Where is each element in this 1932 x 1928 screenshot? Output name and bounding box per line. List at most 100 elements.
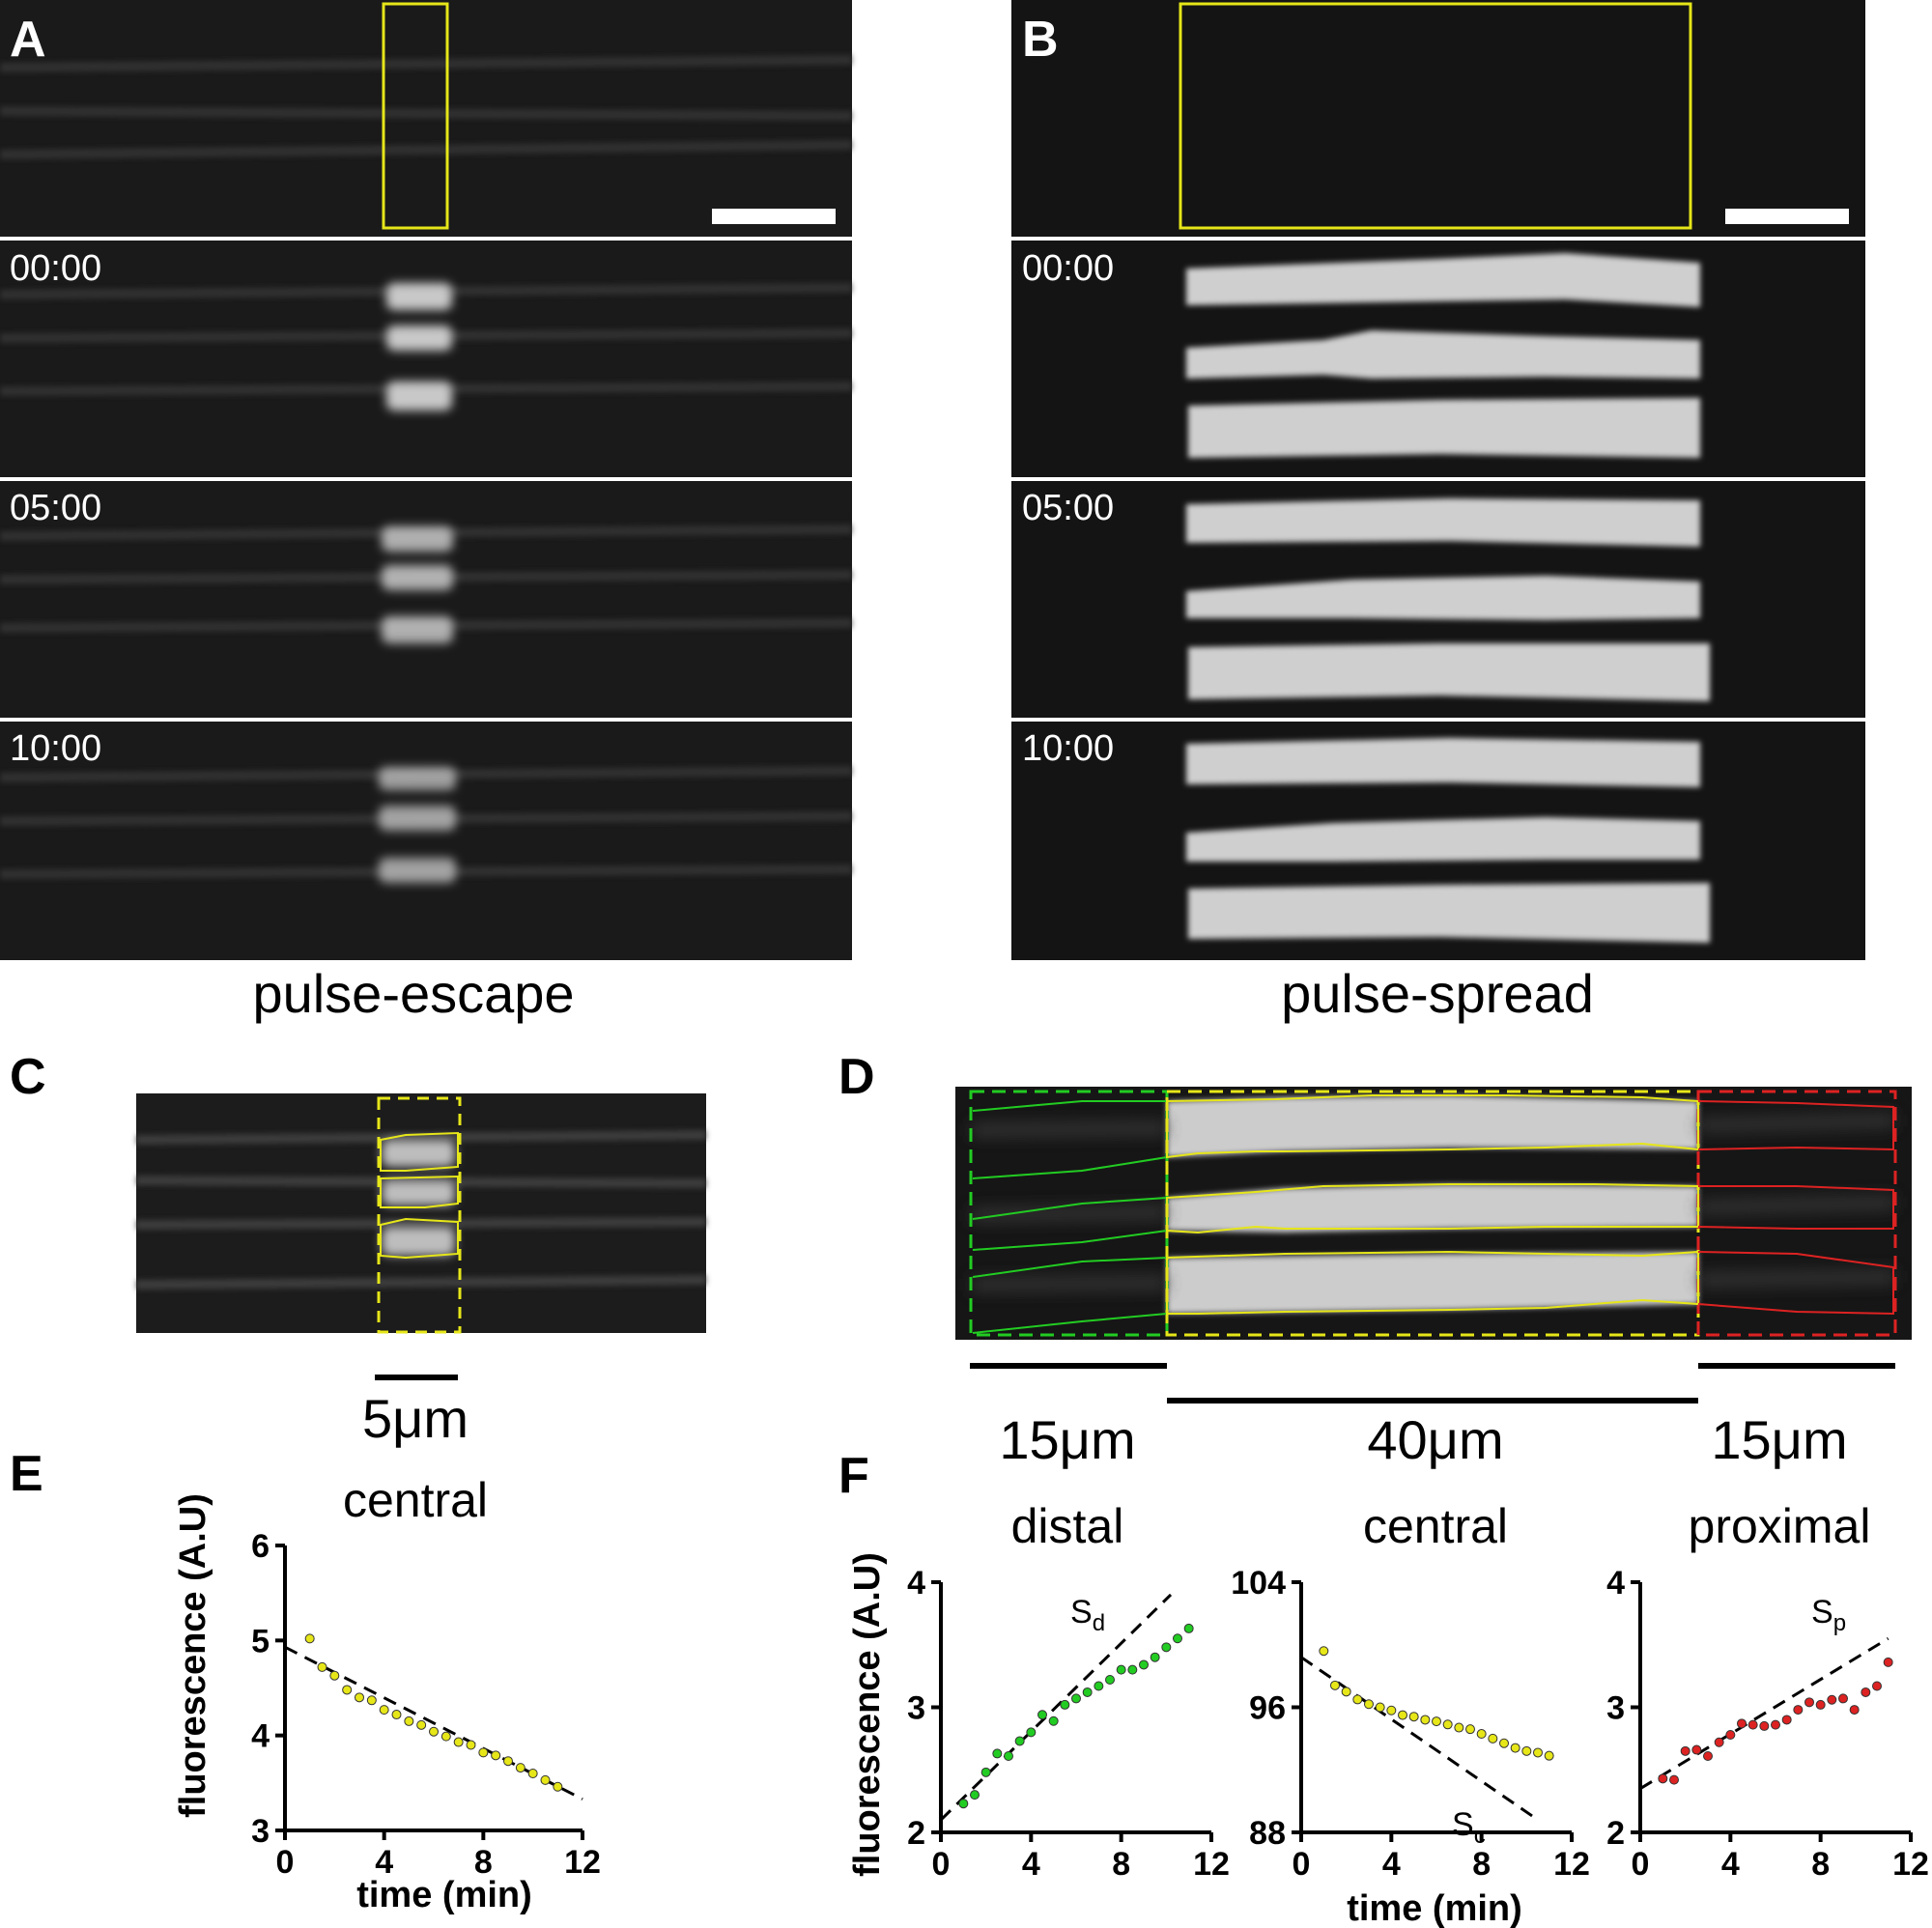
data-point <box>992 1748 1003 1759</box>
x-tick-label: 12 <box>564 1844 601 1881</box>
panel-e-label: E <box>10 1446 43 1502</box>
y-tick-label: 4 <box>251 1718 270 1755</box>
panel-a-frame-3 <box>0 722 852 960</box>
data-point <box>1521 1745 1532 1756</box>
panel-a-roi-box <box>382 2 449 230</box>
data-point <box>980 1767 991 1777</box>
x-tick-label: 8 <box>1112 1846 1130 1883</box>
data-point <box>1771 1719 1780 1730</box>
panel-b-timestamp-2: 10:00 <box>1022 728 1114 769</box>
panel-d-central-outlines <box>1166 1094 1699 1315</box>
data-point <box>1048 1715 1059 1726</box>
panel-c-bright-bands <box>382 1140 455 1256</box>
x-tick-label: 8 <box>1472 1846 1491 1883</box>
data-point <box>1161 1642 1172 1653</box>
data-point <box>1060 1699 1070 1710</box>
y-tick-label: 4 <box>1606 1565 1625 1602</box>
chart-f-proximal: 0 4 8 12 2 3 4 <box>1606 1565 1929 1883</box>
data-point <box>1510 1743 1520 1753</box>
panel-a-timestamp-1: 05:00 <box>10 488 101 528</box>
annotation-sp: Sp <box>1811 1594 1846 1636</box>
data-point <box>304 1633 315 1644</box>
data-point <box>342 1685 353 1695</box>
data-point <box>440 1731 451 1742</box>
x-tick-label: 4 <box>1022 1846 1040 1883</box>
chart-f-central: 0 4 8 12 88 96 104 <box>1231 1565 1590 1883</box>
panel-c-roi-outlines <box>380 1131 459 1260</box>
x-tick-label: 4 <box>1382 1846 1401 1883</box>
panel-f-ylabel: fluorescence (A.U) <box>847 1552 888 1877</box>
panel-a-caption: pulse-escape <box>252 963 574 1024</box>
data-point <box>958 1799 969 1809</box>
x-tick-label: 12 <box>1193 1846 1230 1883</box>
data-point <box>355 1692 364 1703</box>
data-point <box>416 1719 427 1730</box>
panel-d: D 15μm 40 <box>838 1049 1912 1470</box>
panel-e-title: central <box>343 1473 488 1527</box>
chart-f-distal: 0 4 8 12 2 3 4 <box>907 1565 1230 1883</box>
fit-line <box>284 1645 583 1800</box>
data-point <box>1352 1694 1363 1705</box>
data-point <box>1014 1736 1025 1746</box>
data-point <box>1499 1738 1509 1748</box>
data-point <box>553 1781 563 1792</box>
data-point <box>478 1747 489 1758</box>
data-point <box>1725 1729 1736 1740</box>
panel-d-bright-bands <box>1167 1095 1698 1314</box>
x-tick-label: 0 <box>1293 1846 1311 1883</box>
data-point <box>1680 1745 1690 1756</box>
chart-e-central: 0 4 8 12 3 4 5 6 <box>251 1528 601 1881</box>
panel-d-proximal-roi <box>1696 1090 1897 1337</box>
x-tick-label: 8 <box>1811 1846 1830 1883</box>
panel-c: C 5μm <box>10 1049 707 1449</box>
panel-f-central-xlabel: time (min) <box>1347 1888 1522 1928</box>
panel-d-distal-length: 15μm <box>999 1409 1135 1470</box>
y-tick-label: 96 <box>1249 1690 1286 1727</box>
panel-f-central-title: central <box>1363 1499 1508 1553</box>
data-point <box>503 1756 513 1767</box>
data-point <box>466 1740 476 1750</box>
data-point <box>1341 1687 1351 1697</box>
panel-e-xlabel: time (min) <box>356 1875 532 1915</box>
data-point <box>1116 1664 1126 1675</box>
data-point <box>1173 1633 1182 1644</box>
panel-d-proximal-scale <box>1698 1363 1895 1369</box>
panel-b-timestamp-0: 00:00 <box>1022 248 1114 289</box>
x-tick-label: 0 <box>1632 1846 1650 1883</box>
data-point <box>1454 1722 1464 1733</box>
data-point <box>1793 1705 1804 1715</box>
panel-a-scale-bar <box>712 209 836 224</box>
panel-d-label: D <box>838 1049 875 1105</box>
data-point <box>1883 1657 1893 1667</box>
data-point <box>1139 1659 1149 1670</box>
y-tick-label: 4 <box>907 1565 925 1602</box>
data-point <box>1183 1623 1194 1633</box>
data-point <box>1838 1693 1848 1704</box>
data-point <box>515 1763 526 1773</box>
data-point <box>429 1726 439 1737</box>
data-point <box>366 1695 377 1706</box>
panel-e-ylabel: fluorescence (A.U) <box>173 1493 213 1818</box>
panel-b-timestamp-1: 05:00 <box>1022 488 1114 528</box>
data-point <box>1488 1733 1498 1744</box>
panel-c-scale-label: 5μm <box>362 1388 469 1449</box>
data-point <box>1364 1699 1374 1710</box>
panel-d-faint-strands <box>970 1114 1896 1291</box>
x-tick-label: 0 <box>932 1846 951 1883</box>
panel-d-distal-roi <box>969 1090 1169 1337</box>
data-point <box>404 1715 414 1726</box>
y-tick-label: 3 <box>251 1813 270 1850</box>
data-point <box>1669 1774 1679 1785</box>
panel-a-frame-1 <box>0 241 852 477</box>
data-point <box>1465 1724 1475 1735</box>
panel-a-timestamp-2: 10:00 <box>10 728 101 769</box>
data-point <box>1533 1747 1543 1758</box>
data-point <box>527 1769 538 1778</box>
panel-b-frame-0 <box>1011 0 1865 237</box>
data-point <box>329 1670 340 1681</box>
data-point <box>1476 1729 1487 1740</box>
data-point <box>1105 1675 1115 1686</box>
x-tick-label: 0 <box>276 1844 295 1881</box>
data-point <box>1737 1718 1747 1729</box>
